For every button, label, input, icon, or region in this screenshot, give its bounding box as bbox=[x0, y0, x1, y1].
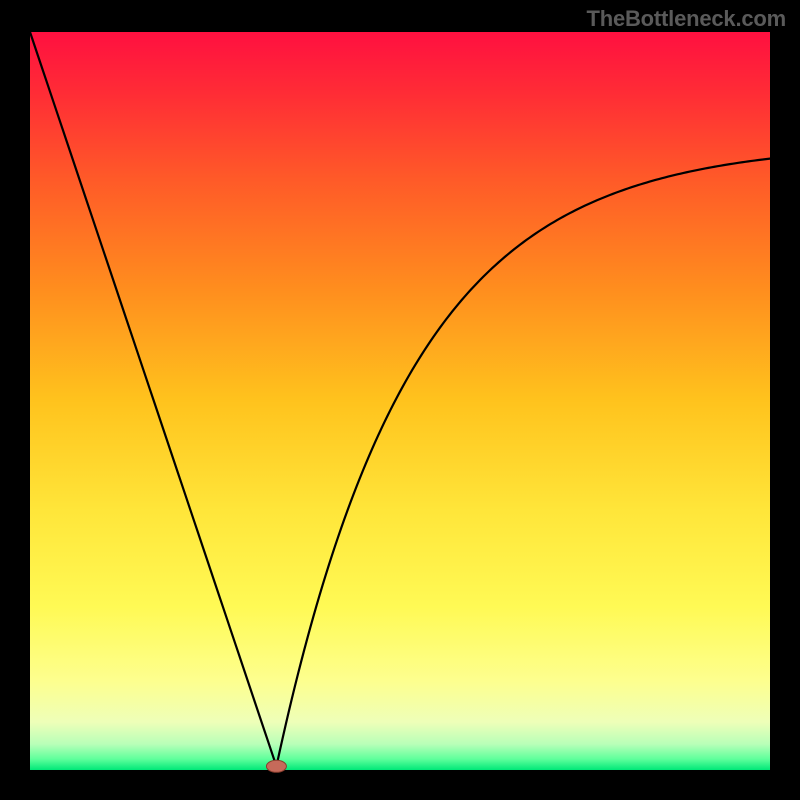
plot-svg bbox=[0, 0, 800, 800]
minimum-marker bbox=[266, 760, 286, 772]
chart-container: TheBottleneck.com bbox=[0, 0, 800, 800]
plot-background bbox=[30, 32, 770, 770]
watermark-text: TheBottleneck.com bbox=[586, 6, 786, 32]
